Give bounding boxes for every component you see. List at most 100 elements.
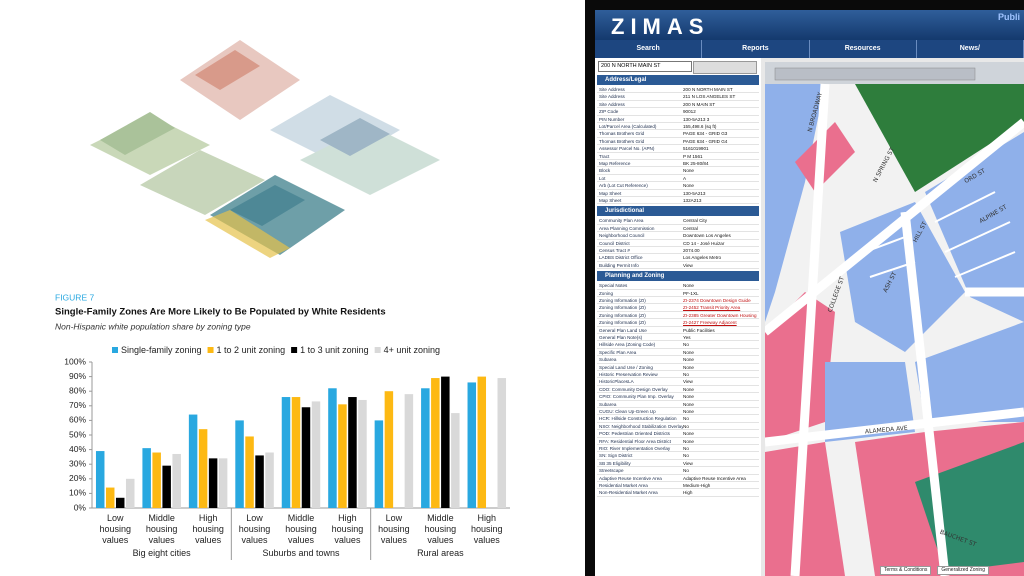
x-tick-label: High housing values (471, 513, 503, 545)
row-value: View (683, 460, 693, 466)
bar (404, 394, 414, 508)
bar (467, 382, 477, 508)
legend-label: 1 to 3 unit zoning (300, 345, 369, 355)
row-label: Subarea (599, 357, 617, 363)
section-header[interactable]: Jurisdictional (597, 206, 759, 217)
row-label: Hillside Area (Zoning Code) (599, 342, 656, 348)
nav-item[interactable]: News/ (917, 40, 1024, 58)
footer-link[interactable]: Terms & Conditions (880, 566, 932, 575)
row-value[interactable]: ZI-2452 Transit Priority Area (683, 305, 741, 311)
info-row: Subarea None (597, 401, 759, 408)
row-value: None (683, 283, 694, 289)
section-header[interactable]: Planning and Zoning (597, 271, 759, 282)
info-row: Special Land Use / Zoning None (597, 364, 759, 371)
bar (281, 397, 291, 508)
info-row: General Plan Land Use Public Facilities (597, 327, 759, 334)
row-value[interactable]: ZI-2385 Greater Downtown Housing (683, 312, 757, 318)
info-row: Hillside Area (Zoning Code) No (597, 341, 759, 349)
row-value: No (683, 423, 689, 429)
y-tick-label: 20% (69, 473, 86, 483)
x-tick-label: Low housing values (238, 513, 271, 545)
info-row: RFA: Residential Floor Area District None (597, 438, 759, 445)
bar (291, 397, 301, 508)
info-row: Map Reference BK 25-80/84 (597, 160, 759, 168)
row-label: Zoning Information (ZI) (599, 305, 646, 311)
row-value: PF-1XL (683, 290, 699, 296)
footer-link[interactable]: Generalized Zoning (937, 566, 989, 575)
nav-item[interactable]: Resources (810, 40, 917, 58)
row-value[interactable]: ZI-2427 Freeway Adjacent (683, 320, 737, 326)
corner-link[interactable]: Publi (998, 12, 1020, 22)
row-label: General Plan Note(s) (599, 335, 643, 340)
isometric-illustration (90, 40, 440, 258)
info-row: HistoricPlacesLA View (597, 378, 759, 386)
bar (421, 388, 430, 508)
nav-item[interactable]: Reports (702, 40, 810, 58)
info-row: Area Planning Commission Central (597, 225, 759, 233)
row-label: Historic Preservation Review (599, 372, 658, 377)
row-label: RIO: River Implementation Overlay (599, 446, 671, 451)
y-tick-label: 100% (64, 356, 86, 366)
group-label: Suburbs and towns (262, 548, 340, 558)
row-label: Community Plan Area (599, 218, 644, 224)
row-label: Council District (599, 240, 630, 246)
info-row: CUGU: Clean Up-Green Up None (597, 408, 759, 416)
row-value: 130-5A213 (683, 190, 706, 196)
row-value: 200 N NORTH MAIN ST (683, 87, 733, 92)
row-label: Assessor Parcel No. (APN) (599, 146, 655, 152)
row-value: P M 1561 (683, 153, 703, 159)
header: ZIMAS Publi (595, 10, 1024, 40)
address-select[interactable]: 200 N NORTH MAIN ST (598, 61, 692, 72)
row-label: Residential Market Area (599, 483, 648, 488)
row-label: Map Reference (599, 161, 631, 166)
y-tick-label: 50% (69, 429, 86, 439)
x-tick-label: Middle housing values (285, 513, 317, 545)
row-value: Adaptive Reuse Incentive Area (683, 475, 746, 481)
info-row: Lot/Parcel Area (Calculated) 155,498.6 (s… (597, 123, 759, 131)
map-footer: Terms & Conditions Generalized Zoning (880, 566, 989, 575)
bar (265, 452, 274, 508)
row-value: Los Angeles Metro (683, 255, 722, 261)
zimas-panel: ZIMAS Publi Search Reports Resources News/ … (585, 0, 1024, 576)
info-row: Zoning Information (ZI) ZI-2385 Greater D… (597, 312, 759, 320)
row-value: None (683, 431, 694, 437)
bar (431, 378, 440, 508)
bar (208, 458, 218, 508)
bar (338, 404, 347, 508)
row-value: None (683, 349, 694, 355)
group-label: Rural areas (417, 548, 464, 558)
info-row: Zoning Information (ZI) ZI-2427 Freeway A… (597, 319, 759, 327)
bar (218, 458, 228, 508)
bar (451, 413, 460, 508)
row-label: CDO: Community Design Overlay (599, 386, 668, 392)
row-label: Lot/Parcel Area (Calculated) (599, 124, 657, 129)
nav-item[interactable]: Search (595, 40, 703, 58)
row-value: None (683, 183, 694, 189)
y-tick-label: 10% (69, 488, 86, 498)
row-label: POD: Pedestrian Oriented Districts (599, 431, 670, 437)
row-label: SB 35 Eligibility (599, 460, 631, 466)
row-value: 5161019901 (683, 146, 709, 152)
row-label: Site Address (599, 101, 625, 107)
figure: FIGURE 7 Single-Family Zones Are More Li… (55, 40, 510, 560)
info-row: Assessor Parcel No. (APN) 5161019901 (597, 145, 759, 153)
info-row: ZIP Code 90012 (597, 108, 759, 116)
info-row: LADBS District Office Los Angeles Metro (597, 254, 759, 262)
info-row: SB 35 Eligibility View (597, 460, 759, 468)
info-row: Building Permit Info View (597, 262, 759, 270)
figure-panel: FIGURE 7 Single-Family Zones Are More Li… (55, 40, 510, 560)
street-label: ALAMEDA AVE (865, 425, 908, 436)
row-value[interactable]: ZI-2374 Downtown Design Guide (683, 298, 751, 303)
info-row: Block None (597, 167, 759, 175)
bar (152, 452, 161, 508)
bar (105, 487, 115, 508)
row-value: No (683, 342, 689, 348)
info-row: Tract P M 1561 (597, 153, 759, 160)
legend-swatch (374, 347, 381, 353)
info-row: Historic Preservation Review No (597, 371, 759, 379)
font-tools[interactable] (693, 61, 757, 74)
row-value: None (683, 364, 694, 370)
row-label: Zoning Information (ZI) (599, 298, 646, 303)
section-header[interactable]: Address/Legal (597, 75, 759, 85)
